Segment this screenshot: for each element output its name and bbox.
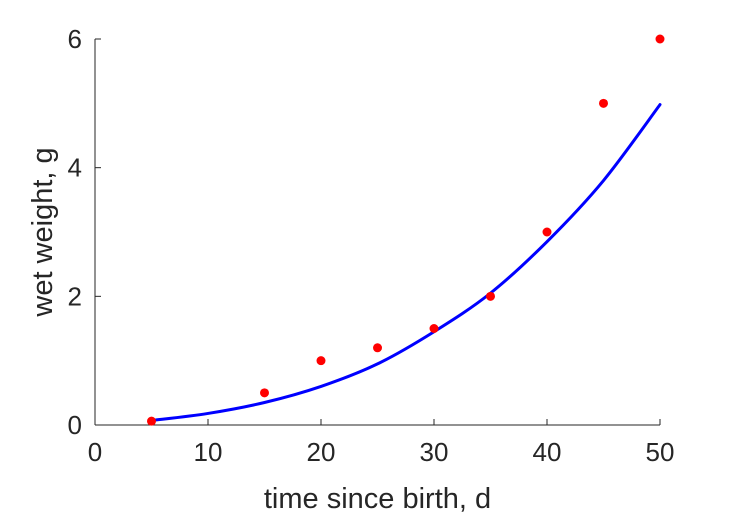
data-point xyxy=(542,227,552,237)
x-tick-label: 30 xyxy=(420,437,449,467)
axes xyxy=(94,39,660,426)
data-point xyxy=(429,324,439,333)
data-point xyxy=(599,98,608,108)
x-axis-label: time since birth, d xyxy=(264,483,491,515)
y-tick-label: 6 xyxy=(68,24,82,54)
data-point xyxy=(260,388,269,398)
x-tick-label: 40 xyxy=(533,437,562,467)
data-points-layer xyxy=(147,34,665,426)
data-point xyxy=(486,291,495,301)
y-tick-label: 0 xyxy=(68,410,82,440)
data-point xyxy=(373,343,382,353)
y-axis-label: wet weight, g xyxy=(27,147,59,317)
x-tick-label: 50 xyxy=(646,437,675,467)
x-tick-label: 20 xyxy=(307,437,336,467)
y-tick-label: 4 xyxy=(68,153,82,183)
y-tick-label: 2 xyxy=(68,281,82,311)
data-point xyxy=(655,34,665,44)
x-tick-label: 10 xyxy=(194,437,223,467)
data-point xyxy=(147,416,156,426)
ticks-layer: 0 10 20 30 40 50 0 2 4 6 xyxy=(68,24,675,467)
data-point xyxy=(316,356,326,366)
fit-curve-layer xyxy=(150,103,662,422)
x-tick-label: 0 xyxy=(88,437,102,467)
fit-curve-line xyxy=(150,103,662,422)
